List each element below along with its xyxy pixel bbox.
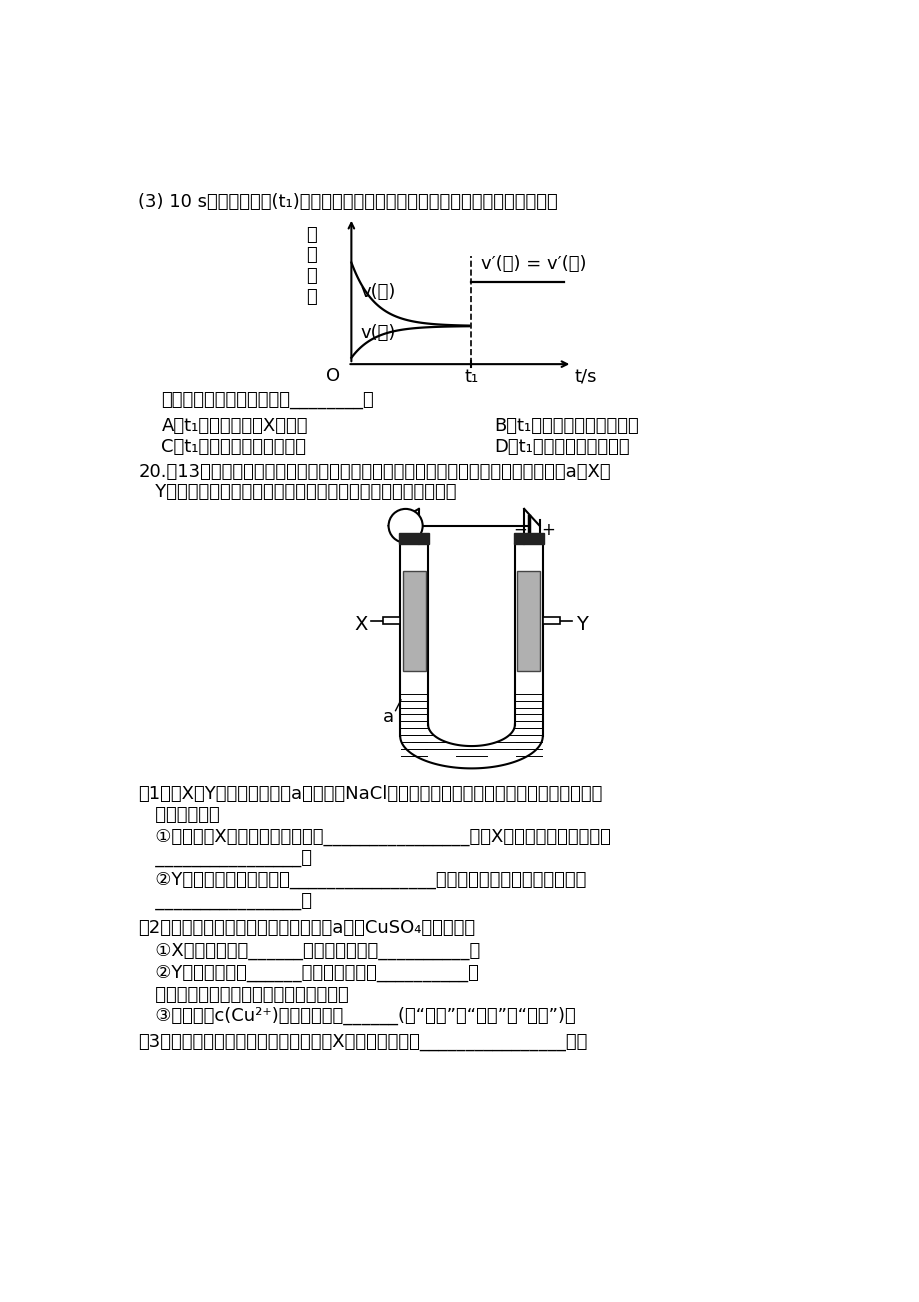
Text: ________________。: ________________。 bbox=[138, 892, 312, 910]
Text: C．t₁时刻，缩小了容器体积: C．t₁时刻，缩小了容器体积 bbox=[162, 437, 306, 456]
Text: 鑴试液，则：: 鑴试液，则： bbox=[138, 806, 220, 824]
Text: O: O bbox=[326, 367, 340, 385]
Text: 20.（13分）电解原理在化学工业中有广泛的应用。下图表示一个电解池，装有电解液a；X、: 20.（13分）电解原理在化学工业中有广泛的应用。下图表示一个电解池，装有电解液… bbox=[138, 462, 610, 480]
Text: X: X bbox=[355, 615, 368, 634]
Text: （2）如要用电解方法精炼粗铜，电解液a选用CuSO₄溶液，则：: （2）如要用电解方法精炼粗铜，电解液a选用CuSO₄溶液，则： bbox=[138, 919, 475, 937]
Bar bbox=[514, 533, 543, 543]
Text: ①X电极的材料是______，电极反应式为__________。: ①X电极的材料是______，电极反应式为__________。 bbox=[138, 943, 480, 961]
Text: t/s: t/s bbox=[574, 368, 596, 385]
Text: ③溶液中的c(Cu²⁺)与电解前相比______(填“变大”、“变小”或“不变”)。: ③溶液中的c(Cu²⁺)与电解前相比______(填“变大”、“变小”或“不变”… bbox=[138, 1006, 575, 1026]
Text: ②Y电极的材料是______，电极反应式为__________。: ②Y电极的材料是______，电极反应式为__________。 bbox=[138, 963, 479, 982]
Text: a: a bbox=[382, 707, 393, 725]
Text: （说明：杂质发生的电极反应不必写出）: （说明：杂质发生的电极反应不必写出） bbox=[138, 986, 348, 1004]
Text: −: − bbox=[513, 521, 527, 539]
Text: A: A bbox=[398, 522, 413, 542]
Text: +: + bbox=[540, 521, 554, 539]
Text: ________________。: ________________。 bbox=[138, 849, 312, 867]
Bar bbox=[516, 570, 539, 671]
Text: Y是两块电极板，通过导线与直流电源相连。请回答以下问题：: Y是两块电极板，通过导线与直流电源相连。请回答以下问题： bbox=[138, 483, 456, 501]
Text: （3）如利用该装置实现铁上镀锗，电极X上发生的反应为________________，电: （3）如利用该装置实现铁上镀锗，电极X上发生的反应为______________… bbox=[138, 1034, 587, 1051]
Text: Y: Y bbox=[575, 615, 587, 634]
Text: ②Y电极上的电极反应式为________________，检验该电极反应产物的方法是: ②Y电极上的电极反应式为________________，检验该电极反应产物的方… bbox=[138, 871, 586, 889]
Text: B．t₁时刻，升高了体系温度: B．t₁时刻，升高了体系温度 bbox=[494, 417, 639, 435]
Text: v(正): v(正) bbox=[360, 284, 395, 301]
Bar bbox=[542, 617, 560, 625]
Text: v′(正) = v′(逆): v′(正) = v′(逆) bbox=[481, 255, 585, 273]
Bar bbox=[399, 533, 428, 543]
Text: (3) 10 s后的某一时刻(t₁)改变了外界条件，其速率随时间的变化图象如图所示：: (3) 10 s后的某一时刻(t₁)改变了外界条件，其速率随时间的变化图象如图所… bbox=[138, 193, 558, 211]
Text: D．t₁时刻，使用了制化剂: D．t₁时刻，使用了制化剂 bbox=[494, 437, 630, 456]
Text: ①电解池中X极上的电极反应式为________________，在X极附近观察到的现象是: ①电解池中X极上的电极反应式为________________，在X极附近观察到… bbox=[138, 828, 610, 846]
Bar bbox=[382, 617, 400, 625]
Text: 则下列说法符合该图象的是________。: 则下列说法符合该图象的是________。 bbox=[162, 391, 374, 409]
Text: 反
应
速
率: 反 应 速 率 bbox=[305, 225, 316, 306]
Text: A．t₁时刻，增大了X的浓度: A．t₁时刻，增大了X的浓度 bbox=[162, 417, 308, 435]
Text: v(逆): v(逆) bbox=[360, 324, 395, 342]
Bar bbox=[403, 570, 425, 671]
Circle shape bbox=[388, 509, 422, 543]
Text: （1）若X、Y都是惰性电极，a是饱和的NaCl溶液，实验开始时，同时在两边各滴入几滴酟: （1）若X、Y都是惰性电极，a是饱和的NaCl溶液，实验开始时，同时在两边各滴入… bbox=[138, 785, 602, 802]
Text: t₁: t₁ bbox=[464, 368, 478, 385]
